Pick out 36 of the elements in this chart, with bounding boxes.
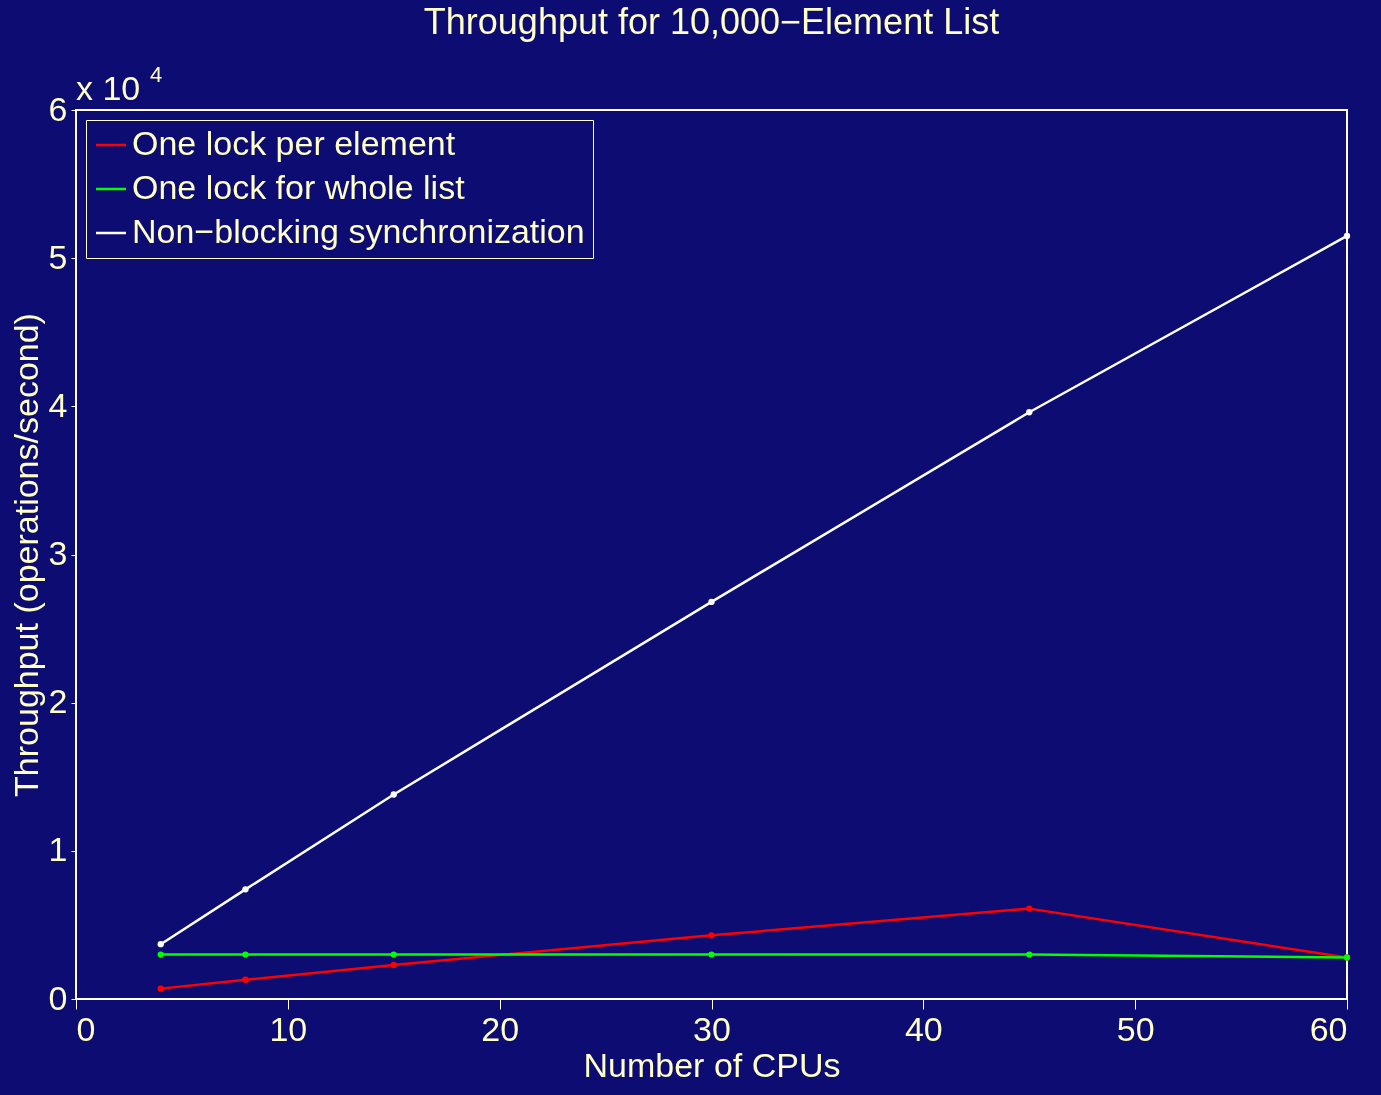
x-tick-label: 10 [269,1009,308,1048]
y-axis-title: Throughput (operations/second) [6,313,45,797]
x-tick-label: 40 [904,1009,943,1048]
y-tick-label: 0 [48,978,68,1017]
point [708,932,715,939]
point [390,791,397,798]
legend-label: Non−blocking synchronization [132,212,585,250]
x-tick-label: 30 [693,1009,731,1048]
x-axis-title: Number of CPUs [583,1045,841,1084]
point [708,598,715,606]
y-tick-label: 4 [48,385,68,424]
x-tick-label: 20 [481,1009,520,1048]
point [1343,232,1351,240]
point [242,886,249,893]
legend-label: One lock for whole list [132,168,466,206]
y-tick-label: 2 [48,682,68,721]
point [390,951,397,958]
x-tick-label: 0 [76,1009,96,1048]
point [390,961,397,969]
chart-title: Throughput for 10,000−Element List [423,1,1000,42]
y-tick-label: 1 [48,830,68,869]
x-tick-label: 60 [1309,1009,1348,1048]
y-tick-label: 3 [48,534,68,572]
point [242,951,249,958]
point [1026,905,1033,912]
point [1026,409,1033,416]
y-tick-label: 5 [48,237,68,276]
point [242,976,249,983]
legend-label: One lock per element [132,124,456,162]
x-tick-label: 50 [1116,1009,1155,1048]
point [708,951,715,958]
point [1026,951,1033,958]
point [157,985,164,992]
y-tick-label: 6 [48,89,68,128]
point [157,941,164,948]
point [157,951,164,958]
